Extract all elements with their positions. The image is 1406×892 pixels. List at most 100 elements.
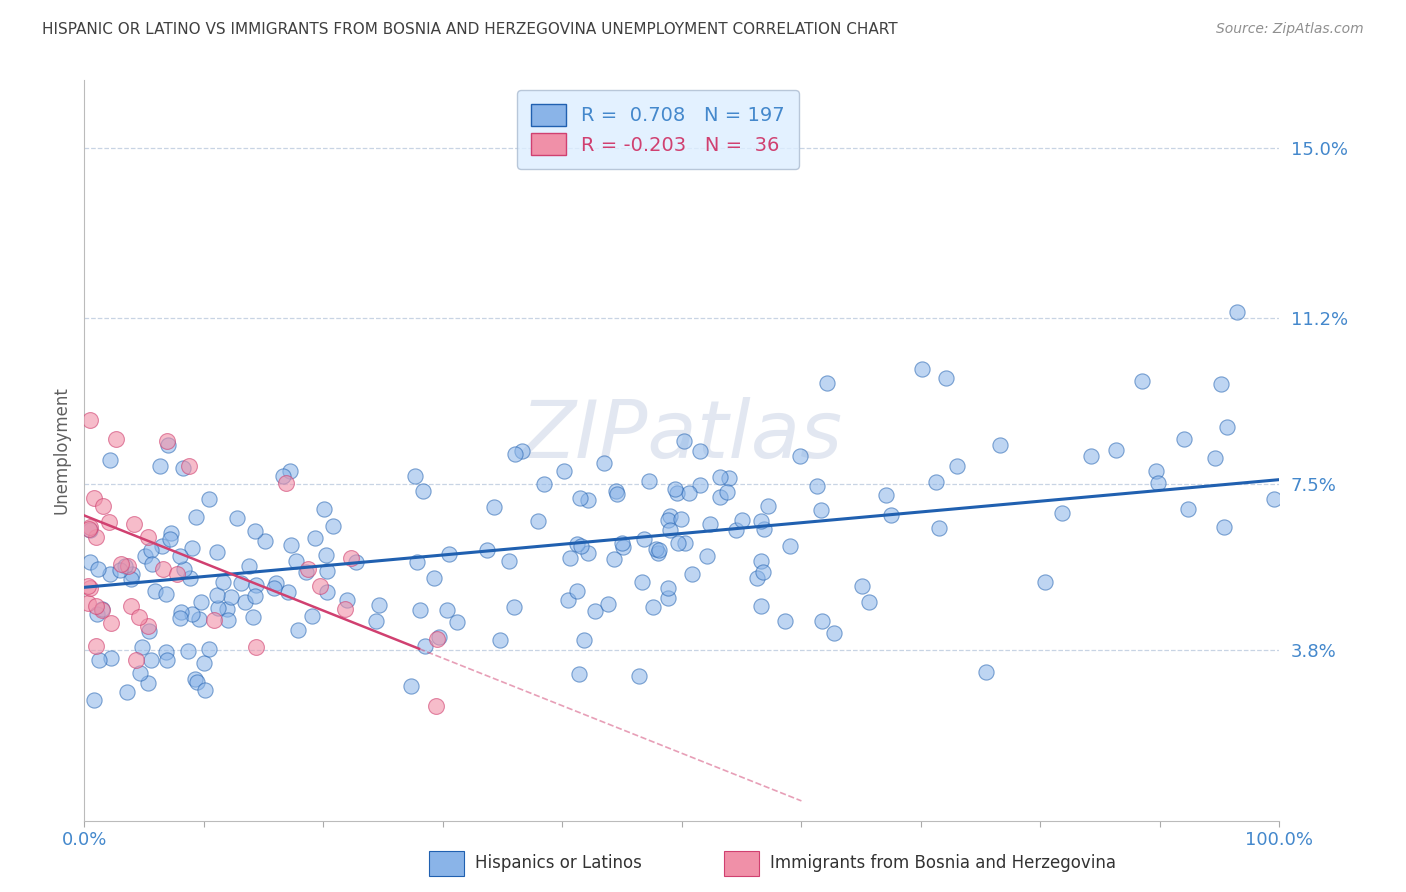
Point	[758, 499, 780, 513]
Point	[1211, 377, 1233, 392]
Point	[205, 588, 228, 602]
Point	[179, 571, 201, 585]
Point	[565, 584, 588, 599]
Point	[138, 676, 160, 690]
Point	[935, 371, 957, 385]
Text: Hispanics or Latinos: Hispanics or Latinos	[475, 855, 643, 872]
Point	[405, 555, 427, 569]
Point	[97, 516, 120, 530]
Point	[689, 443, 711, 458]
Point	[498, 554, 520, 568]
Y-axis label: Unemployment: Unemployment	[52, 386, 70, 515]
Point	[880, 508, 903, 523]
Point	[643, 600, 665, 615]
Point	[314, 502, 336, 516]
Point	[297, 562, 319, 576]
Point	[110, 557, 132, 571]
Point	[128, 609, 150, 624]
Point	[553, 464, 575, 478]
Text: Immigrants from Bosnia and Herzegovina: Immigrants from Bosnia and Herzegovina	[770, 855, 1116, 872]
Point	[716, 484, 738, 499]
Point	[215, 602, 238, 616]
Point	[245, 578, 267, 592]
Point	[77, 596, 100, 610]
Point	[489, 632, 512, 647]
Point	[173, 562, 195, 576]
Point	[558, 551, 581, 566]
Point	[139, 542, 162, 557]
Point	[412, 483, 434, 498]
Point	[316, 564, 339, 578]
Point	[100, 650, 122, 665]
Point	[658, 523, 681, 537]
Point	[631, 575, 654, 590]
Point	[83, 693, 105, 707]
Point	[647, 546, 669, 560]
Point	[333, 602, 356, 616]
Point	[1204, 451, 1226, 466]
Point	[207, 601, 229, 615]
Point	[253, 534, 276, 549]
Text: Source: ZipAtlas.com: Source: ZipAtlas.com	[1216, 22, 1364, 37]
Point	[155, 645, 177, 659]
Point	[121, 566, 143, 581]
Point	[301, 609, 323, 624]
Point	[114, 559, 136, 574]
Point	[988, 437, 1011, 451]
Point	[779, 539, 801, 553]
Point	[181, 541, 204, 555]
Point	[367, 598, 389, 612]
Point	[682, 566, 704, 581]
Point	[79, 523, 101, 537]
Point	[274, 475, 297, 490]
Point	[159, 532, 181, 546]
Point	[657, 582, 679, 596]
Point	[90, 602, 112, 616]
Point	[823, 626, 845, 640]
Point	[143, 583, 166, 598]
Point	[120, 572, 142, 586]
Point	[484, 500, 506, 514]
Point	[336, 593, 359, 607]
Point	[197, 642, 219, 657]
Text: HISPANIC OR LATINO VS IMMIGRANTS FROM BOSNIA AND HERZEGOVINA UNEMPLOYMENT CORREL: HISPANIC OR LATINO VS IMMIGRANTS FROM BO…	[42, 22, 898, 37]
Point	[749, 514, 772, 528]
Point	[194, 683, 217, 698]
Point	[974, 665, 997, 679]
Point	[179, 458, 201, 473]
Point	[136, 530, 159, 544]
Point	[789, 450, 811, 464]
Point	[689, 477, 711, 491]
Point	[84, 599, 107, 614]
Point	[425, 698, 447, 713]
Point	[815, 376, 838, 391]
Point	[202, 613, 225, 627]
Point	[568, 491, 591, 505]
Point	[315, 548, 337, 562]
Point	[576, 546, 599, 560]
Point	[633, 532, 655, 546]
Point	[875, 487, 897, 501]
Point	[1050, 506, 1073, 520]
Point	[315, 584, 337, 599]
Point	[134, 549, 156, 563]
Point	[186, 674, 208, 689]
Point	[188, 612, 211, 626]
Point	[238, 558, 260, 573]
Point	[100, 616, 122, 631]
Point	[169, 605, 191, 619]
Point	[666, 486, 689, 500]
Point	[773, 614, 796, 628]
Legend: R =  0.708   N = 197, R = -0.203   N =  36: R = 0.708 N = 197, R = -0.203 N = 36	[517, 90, 799, 169]
Point	[644, 542, 666, 557]
Point	[233, 595, 256, 609]
Point	[83, 491, 105, 506]
Point	[672, 434, 695, 449]
Point	[340, 551, 363, 566]
Point	[229, 576, 252, 591]
Point	[295, 565, 318, 579]
Point	[664, 482, 686, 496]
Point	[181, 607, 204, 622]
Point	[322, 518, 344, 533]
Point	[659, 509, 682, 524]
